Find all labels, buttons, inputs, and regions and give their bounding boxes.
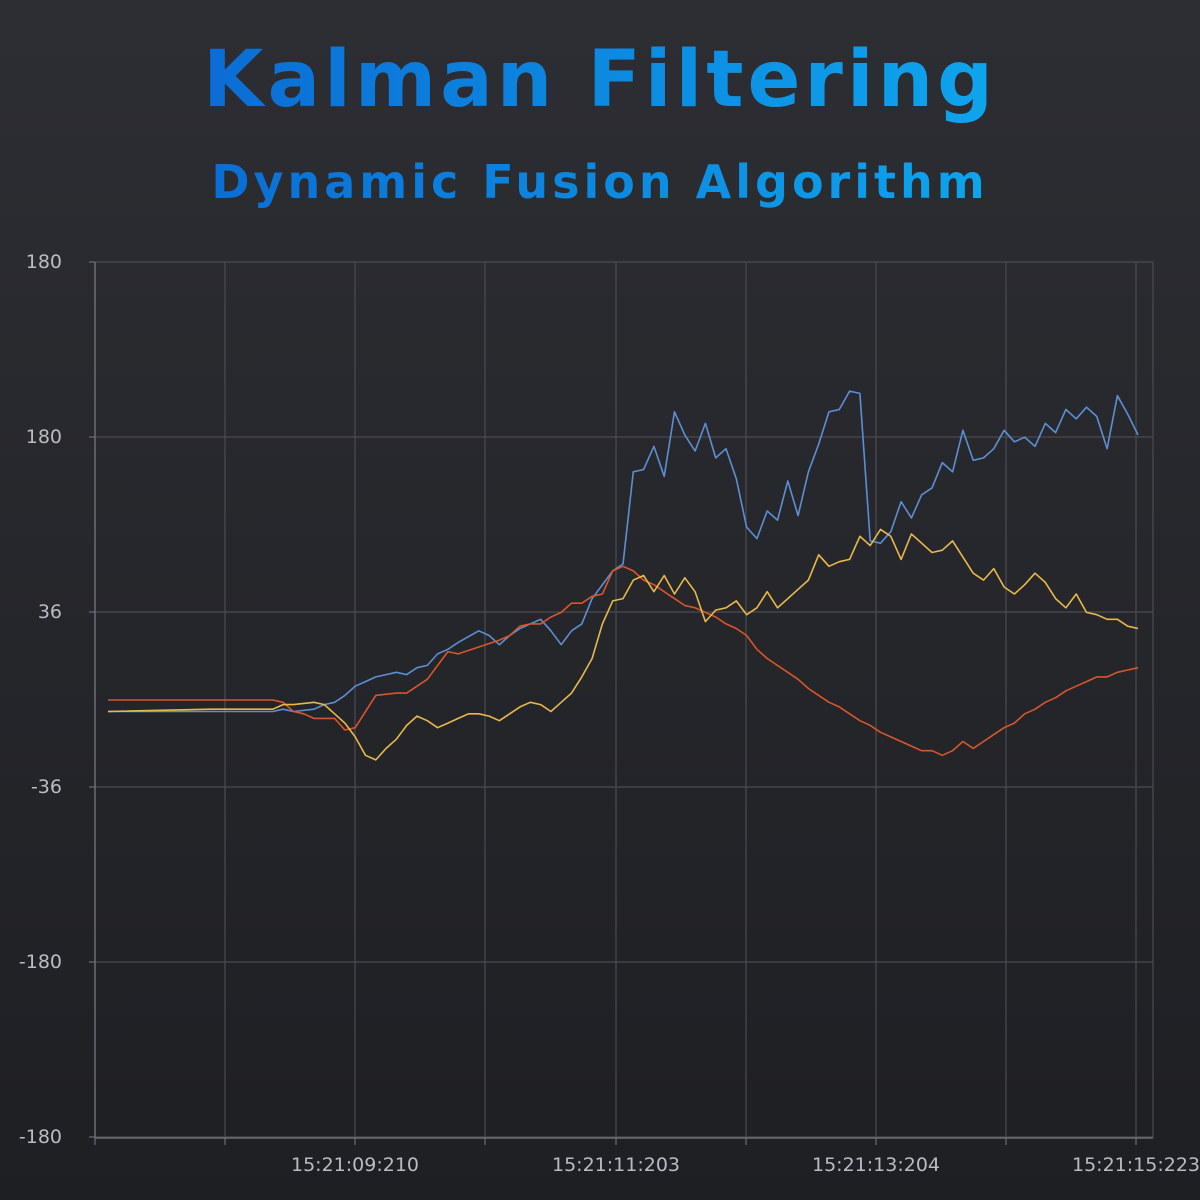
series-line-2 [108,565,1139,757]
y-tick-label: 180 [26,251,62,273]
x-tick-label: 15:21:15:223 [1072,1154,1200,1176]
y-tick-label: -36 [31,776,62,798]
series-line-3 [107,528,1139,761]
y-tick-label: -180 [19,951,62,973]
y-tick-label: -180 [19,1126,62,1148]
y-tick-label: 36 [38,601,62,623]
chart-subtitle: Dynamic Fusion Algorithm [0,152,1200,212]
y-tick-label: 180 [26,426,62,448]
x-tick-label: 15:21:11:203 [552,1154,680,1176]
x-tick-label: 15:21:13:204 [812,1154,940,1176]
chart-title: Kalman Filtering [0,30,1200,130]
series-line-1 [108,390,1139,713]
x-tick-label: 15:21:09:210 [291,1154,419,1176]
